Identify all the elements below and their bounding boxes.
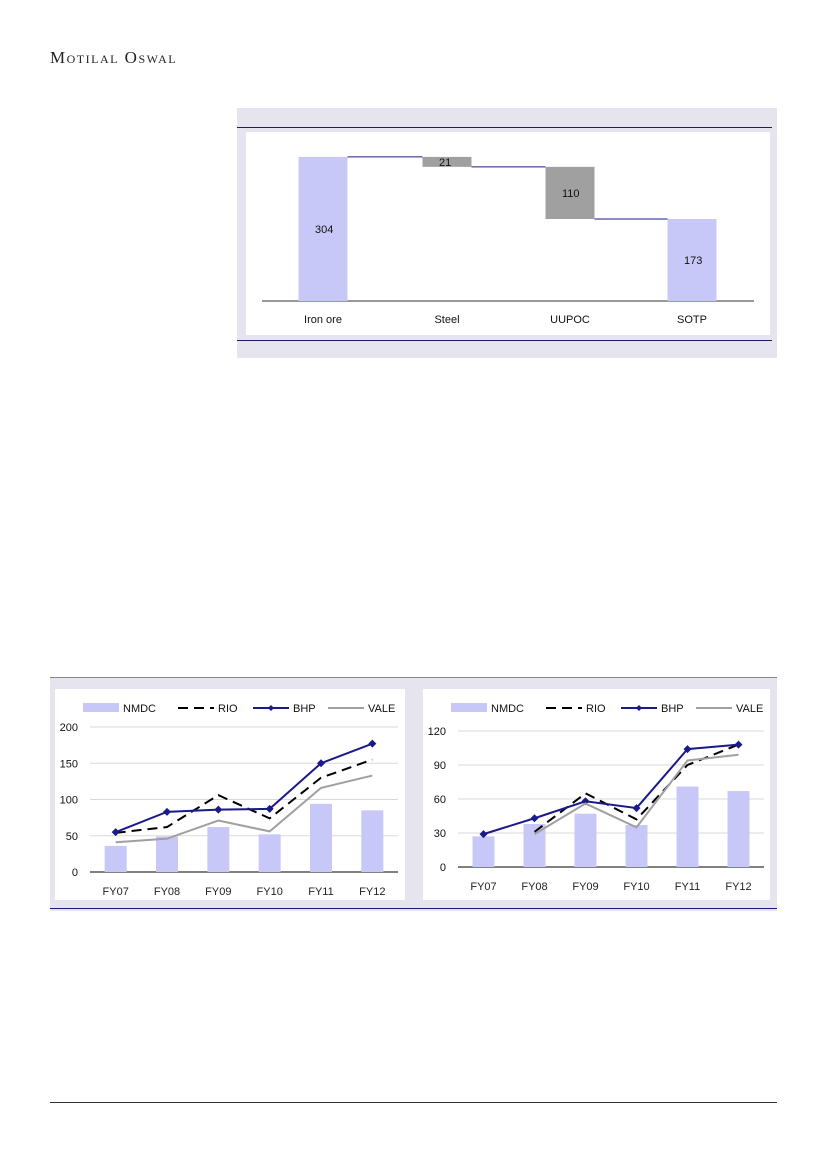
legend-marker xyxy=(636,705,642,711)
bar-nmdc xyxy=(523,823,546,867)
bar-nmdc xyxy=(676,786,699,867)
bar-nmdc xyxy=(258,834,281,872)
x-tick-label: FY07 xyxy=(470,881,496,893)
bar-nmdc xyxy=(310,803,332,872)
line-rio xyxy=(115,758,373,834)
legend-marker xyxy=(268,705,274,711)
x-tick-label: FY09 xyxy=(572,881,598,893)
bar-nmdc xyxy=(574,813,597,867)
waterfall-bar xyxy=(667,218,717,301)
marker-bhp xyxy=(111,828,120,837)
x-tick-label: UUPOC xyxy=(550,314,590,326)
marker-bhp xyxy=(214,805,223,814)
x-tick-label: FY11 xyxy=(675,881,700,893)
legend-swatch xyxy=(451,703,487,712)
divider xyxy=(50,908,777,909)
waterfall-bar xyxy=(298,156,348,301)
x-tick-label: FY08 xyxy=(521,881,547,893)
x-tick-label: FY10 xyxy=(623,881,649,893)
bar-nmdc xyxy=(104,845,127,872)
line-vale xyxy=(533,753,739,835)
legend-label: VALE xyxy=(368,703,395,715)
y-tick-label: 150 xyxy=(60,758,78,770)
x-tick-label: SOTP xyxy=(677,314,707,326)
x-tick-label: FY10 xyxy=(257,886,283,898)
data-label: 110 xyxy=(562,188,580,200)
footer-rule xyxy=(50,1102,777,1103)
legend-label: VALE xyxy=(736,703,763,715)
x-tick-label: FY12 xyxy=(359,886,385,898)
y-tick-label: 100 xyxy=(60,795,78,807)
bar-nmdc xyxy=(727,791,750,867)
marker-bhp xyxy=(163,807,171,816)
data-label: 173 xyxy=(684,255,702,267)
waterfall-bar xyxy=(422,156,472,167)
y-tick-label: 120 xyxy=(428,726,446,738)
legend-label: RIO xyxy=(218,703,238,715)
line-bhp xyxy=(115,742,373,834)
marker-bhp xyxy=(683,745,692,754)
bar-nmdc xyxy=(156,836,178,872)
y-tick-label: 30 xyxy=(434,828,446,840)
line-bhp xyxy=(483,743,739,836)
legend-label: BHP xyxy=(293,703,316,715)
legend-label: NMDC xyxy=(123,703,156,715)
x-tick-label: FY07 xyxy=(103,886,129,898)
x-tick-label: FY12 xyxy=(725,881,751,893)
x-tick-label: FY11 xyxy=(308,886,333,898)
legend-label: RIO xyxy=(586,703,606,715)
data-label: 21 xyxy=(439,157,451,169)
marker-bhp xyxy=(479,830,488,839)
marker-bhp xyxy=(581,797,590,806)
waterfall-bar xyxy=(545,166,595,219)
bar-nmdc xyxy=(361,810,384,872)
y-tick-label: 60 xyxy=(434,794,446,806)
x-tick-label: Steel xyxy=(434,314,459,326)
x-tick-label: Iron ore xyxy=(304,314,342,326)
bar-nmdc xyxy=(207,827,230,872)
marker-bhp xyxy=(530,814,539,823)
y-tick-label: 50 xyxy=(66,831,78,843)
y-tick-label: 200 xyxy=(60,722,78,734)
legend-label: NMDC xyxy=(491,703,524,715)
marker-bhp xyxy=(632,804,641,813)
y-tick-label: 0 xyxy=(72,867,78,879)
divider xyxy=(237,340,772,341)
legend-label: BHP xyxy=(661,703,684,715)
data-label: 304 xyxy=(315,224,333,236)
line-vale xyxy=(115,774,373,844)
y-tick-label: 0 xyxy=(440,862,446,874)
marker-bhp xyxy=(265,804,274,813)
x-tick-label: FY08 xyxy=(154,886,180,898)
brand-logo: Motilal Oswal xyxy=(50,48,178,67)
bar-nmdc xyxy=(625,825,648,867)
plot-area xyxy=(423,689,770,900)
marker-bhp xyxy=(734,740,743,749)
marker-bhp xyxy=(317,759,325,768)
divider xyxy=(237,127,772,128)
marker-bhp xyxy=(368,739,377,748)
legend-swatch xyxy=(83,703,119,712)
x-tick-label: FY09 xyxy=(205,886,231,898)
y-tick-label: 90 xyxy=(434,760,446,772)
bar-nmdc xyxy=(472,836,495,867)
